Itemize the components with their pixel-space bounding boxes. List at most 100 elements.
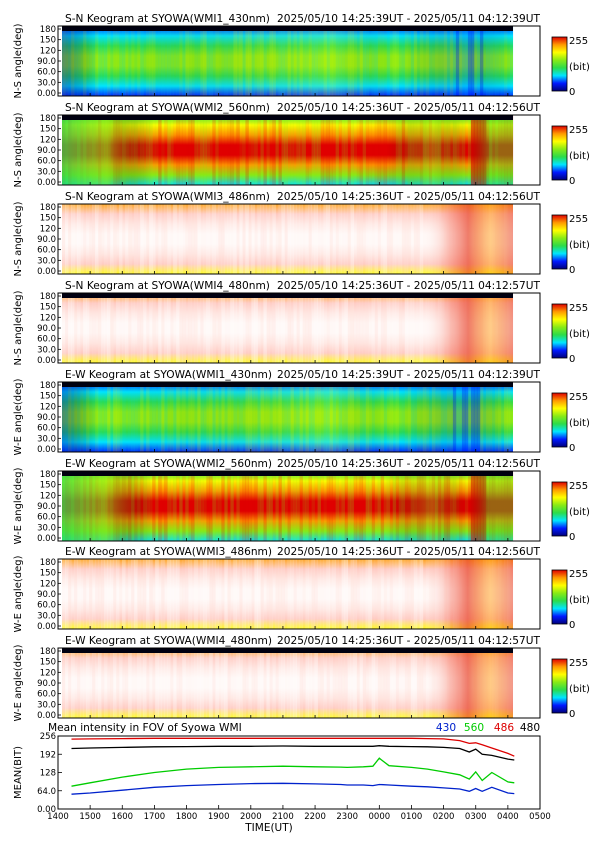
chart-y-tick-label: 128 xyxy=(40,769,56,779)
y-tick-label: 120 xyxy=(40,491,56,501)
colorbar-unit-label: (bit) xyxy=(569,240,590,251)
y-tick-label: 60.0 xyxy=(37,424,56,434)
x-tick-label: 2200 xyxy=(304,812,326,822)
y-tick-label: 180 xyxy=(40,381,56,391)
y-tick-label: 90.0 xyxy=(37,590,56,600)
colorbar-unit-label: (bit) xyxy=(569,684,590,695)
panel-time-range: 2025/05/10 14:25:36UT - 2025/05/11 04:12… xyxy=(277,280,541,292)
x-tick-label: 1800 xyxy=(176,812,198,822)
series-line-430 xyxy=(71,782,515,795)
x-tick-label: 2100 xyxy=(272,812,294,822)
colorbar-unit-label: (bit) xyxy=(569,329,590,340)
colorbar-min-label: 0 xyxy=(569,176,575,187)
keogram-panel: E-W Keogram at SYOWA(WMI1_430nm) 2025/05/… xyxy=(13,369,590,455)
y-tick-label: 150 xyxy=(40,392,56,402)
y-axis-label: N-S angle(deg) xyxy=(13,201,24,276)
series-line-560 xyxy=(71,757,515,787)
panel-time-range: 2025/05/10 14:25:36UT - 2025/05/11 04:12… xyxy=(277,546,541,558)
y-tick-label: 180 xyxy=(40,292,56,302)
chart-y-tick-label: 0.00 xyxy=(37,805,56,815)
keogram-panel: S-N Keogram at SYOWA(WMI4_480nm) 2025/05/… xyxy=(13,280,590,366)
panel-time-range: 2025/05/10 14:25:36UT - 2025/05/11 04:12… xyxy=(277,635,541,647)
x-tick-label: 0400 xyxy=(497,812,519,822)
y-tick-label: 60.0 xyxy=(37,246,56,256)
x-tick-label: 1700 xyxy=(144,812,166,822)
keogram-panel: S-N Keogram at SYOWA(WMI1_430nm) 2025/05/… xyxy=(13,13,590,99)
y-tick-label: 180 xyxy=(40,25,56,35)
y-tick-label: 60.0 xyxy=(37,601,56,611)
series-line-486 xyxy=(71,737,515,757)
panel-title: E-W Keogram at SYOWA(WMI3_486nm) xyxy=(65,546,272,558)
colorbar-min-label: 0 xyxy=(569,87,575,98)
chart-y-tick-label: 64.0 xyxy=(37,787,56,797)
colorbar xyxy=(551,214,568,270)
colorbar-unit-label: (bit) xyxy=(569,418,590,429)
y-tick-label: 150 xyxy=(40,303,56,313)
panel-time-range: 2025/05/10 14:25:36UT - 2025/05/11 04:12… xyxy=(277,102,541,114)
y-tick-label: 0.00 xyxy=(37,445,56,455)
colorbar-min-label: 0 xyxy=(569,620,575,631)
panel-title: E-W Keogram at SYOWA(WMI1_430nm) xyxy=(65,369,272,381)
y-tick-label: 120 xyxy=(40,224,56,234)
y-axis-label: W-E angle(deg) xyxy=(13,555,24,632)
x-tick-label: 0200 xyxy=(433,812,455,822)
colorbar-max-label: 255 xyxy=(569,303,588,314)
y-tick-label: 0.00 xyxy=(37,178,56,188)
panel-time-range: 2025/05/10 14:25:39UT - 2025/05/11 04:12… xyxy=(277,13,541,25)
x-tick-label: 0000 xyxy=(369,812,391,822)
panel-time-range: 2025/05/10 14:25:36UT - 2025/05/11 04:12… xyxy=(277,191,541,203)
colorbar-max-label: 255 xyxy=(569,392,588,403)
keogram-panel: E-W Keogram at SYOWA(WMI4_480nm) 2025/05/… xyxy=(13,635,590,721)
y-tick-label: 90.0 xyxy=(37,324,56,334)
panel-title: S-N Keogram at SYOWA(WMI2_560nm) xyxy=(65,102,270,114)
colorbar-unit-label: (bit) xyxy=(569,507,590,518)
y-tick-label: 120 xyxy=(40,135,56,145)
y-tick-label: 150 xyxy=(40,36,56,46)
chart-title: Mean intensity in FOV of Syowa WMI xyxy=(48,722,242,734)
y-tick-label: 180 xyxy=(40,114,56,124)
x-tick-label: 1900 xyxy=(208,812,230,822)
y-tick-label: 90.0 xyxy=(37,235,56,245)
y-axis-label: N-S angle(deg) xyxy=(13,290,24,365)
y-tick-label: 30.0 xyxy=(37,434,56,444)
x-axis-label: TIME(UT) xyxy=(244,822,293,834)
chart-y-tick-label: 192 xyxy=(40,750,56,760)
y-tick-label: 90.0 xyxy=(37,679,56,689)
colorbar-max-label: 255 xyxy=(569,214,588,225)
colorbar-max-label: 255 xyxy=(569,481,588,492)
y-tick-label: 150 xyxy=(40,569,56,579)
colorbar-min-label: 0 xyxy=(569,709,575,720)
x-tick-label: 1500 xyxy=(79,812,101,822)
y-tick-label: 90.0 xyxy=(37,502,56,512)
series-line-480 xyxy=(71,745,515,761)
y-tick-label: 180 xyxy=(40,203,56,213)
y-tick-label: 0.00 xyxy=(37,622,56,632)
y-tick-label: 150 xyxy=(40,214,56,224)
colorbar-min-label: 0 xyxy=(569,532,575,543)
panel-time-range: 2025/05/10 14:25:39UT - 2025/05/11 04:12… xyxy=(277,369,541,381)
colorbar xyxy=(551,569,568,625)
legend-entry-486: 486 xyxy=(494,722,514,734)
y-axis-label: W-E angle(deg) xyxy=(13,644,24,721)
x-tick-label: 2300 xyxy=(336,812,358,822)
legend-entry-480: 480 xyxy=(520,722,540,734)
y-tick-label: 0.00 xyxy=(37,356,56,366)
y-tick-label: 0.00 xyxy=(37,267,56,277)
x-tick-label: 0500 xyxy=(529,812,551,822)
y-tick-label: 60.0 xyxy=(37,690,56,700)
y-tick-label: 30.0 xyxy=(37,256,56,266)
chart-y-axis-label: MEAN(BIT) xyxy=(13,746,24,799)
y-tick-label: 150 xyxy=(40,481,56,491)
colorbar xyxy=(551,303,568,359)
y-tick-label: 30.0 xyxy=(37,345,56,355)
legend-entry-430: 430 xyxy=(436,722,456,734)
y-axis-label: N-S angle(deg) xyxy=(13,23,24,98)
x-tick-label: 1400 xyxy=(47,812,69,822)
x-tick-label: 1600 xyxy=(111,812,133,822)
y-tick-label: 120 xyxy=(40,402,56,412)
y-tick-label: 60.0 xyxy=(37,157,56,167)
y-tick-label: 0.00 xyxy=(37,534,56,544)
y-tick-label: 180 xyxy=(40,470,56,480)
colorbar-max-label: 255 xyxy=(569,569,588,580)
